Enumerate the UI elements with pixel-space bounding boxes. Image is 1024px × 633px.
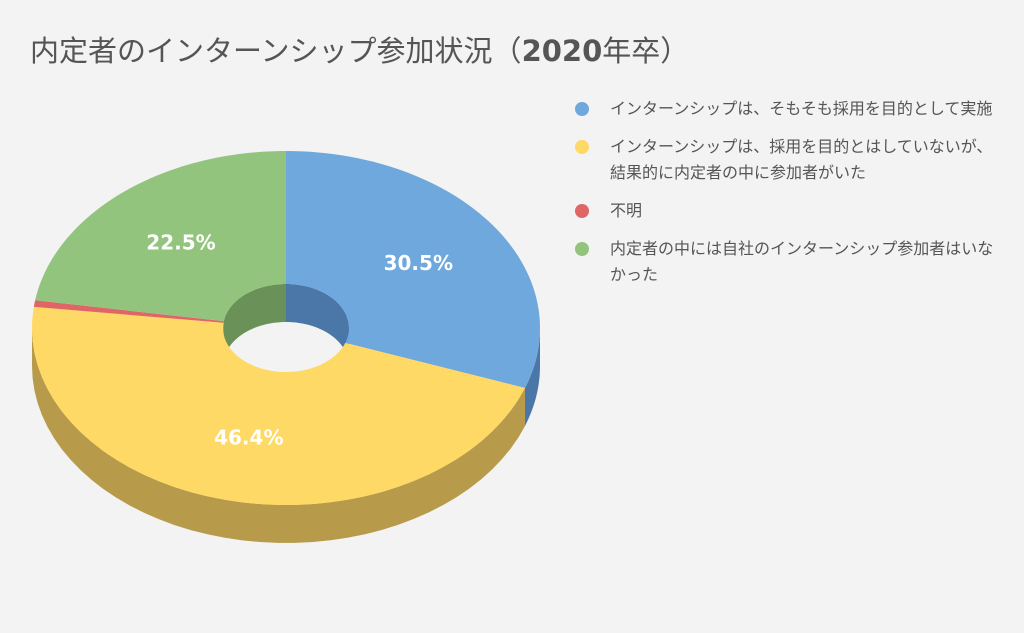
slice-top — [286, 151, 540, 388]
slice-outer-wall — [32, 328, 525, 543]
legend-item: 内定者の中には自社のインターンシップ参加者はいなかった — [572, 236, 1002, 288]
legend-label: 不明 — [610, 201, 643, 220]
legend-swatch — [575, 242, 589, 256]
legend-item: 不明 — [572, 198, 1002, 224]
legend-item: インターンシップは、そもそも採用を目的として実施 — [572, 96, 1002, 122]
slice-value-label: 30.5% — [384, 251, 453, 275]
slice-top — [33, 300, 224, 323]
slice-top — [35, 151, 286, 322]
slice-value-label: 46.4% — [214, 426, 283, 450]
legend-label: インターンシップは、そもそも採用を目的として実施 — [610, 99, 993, 118]
slice-outer-wall — [524, 328, 540, 426]
legend-swatch — [575, 102, 589, 116]
chart-legend: インターンシップは、そもそも採用を目的として実施 インターンシップは、採用を目的… — [572, 96, 1002, 300]
title-suffix: 年卒） — [602, 34, 690, 68]
slice-value-label: 22.5% — [146, 230, 215, 254]
slice-inner-wall — [223, 284, 286, 360]
title-year: 2020 — [521, 34, 603, 68]
slice-inner-wall — [286, 284, 349, 366]
legend-label: インターンシップは、採用を目的とはしていないが、結果的に内定者の中に参加者がいた — [610, 137, 993, 182]
slice-top — [32, 306, 525, 505]
legend-swatch — [575, 140, 589, 154]
legend-label: 内定者の中には自社のインターンシップ参加者はいなかった — [610, 239, 994, 284]
chart-title: 内定者のインターンシップ参加状況（2020年卒） — [30, 28, 689, 70]
legend-item: インターンシップは、採用を目的とはしていないが、結果的に内定者の中に参加者がいた — [572, 134, 1002, 186]
legend-swatch — [575, 204, 589, 218]
title-main: 内定者のインターンシップ参加状況（ — [30, 34, 522, 68]
